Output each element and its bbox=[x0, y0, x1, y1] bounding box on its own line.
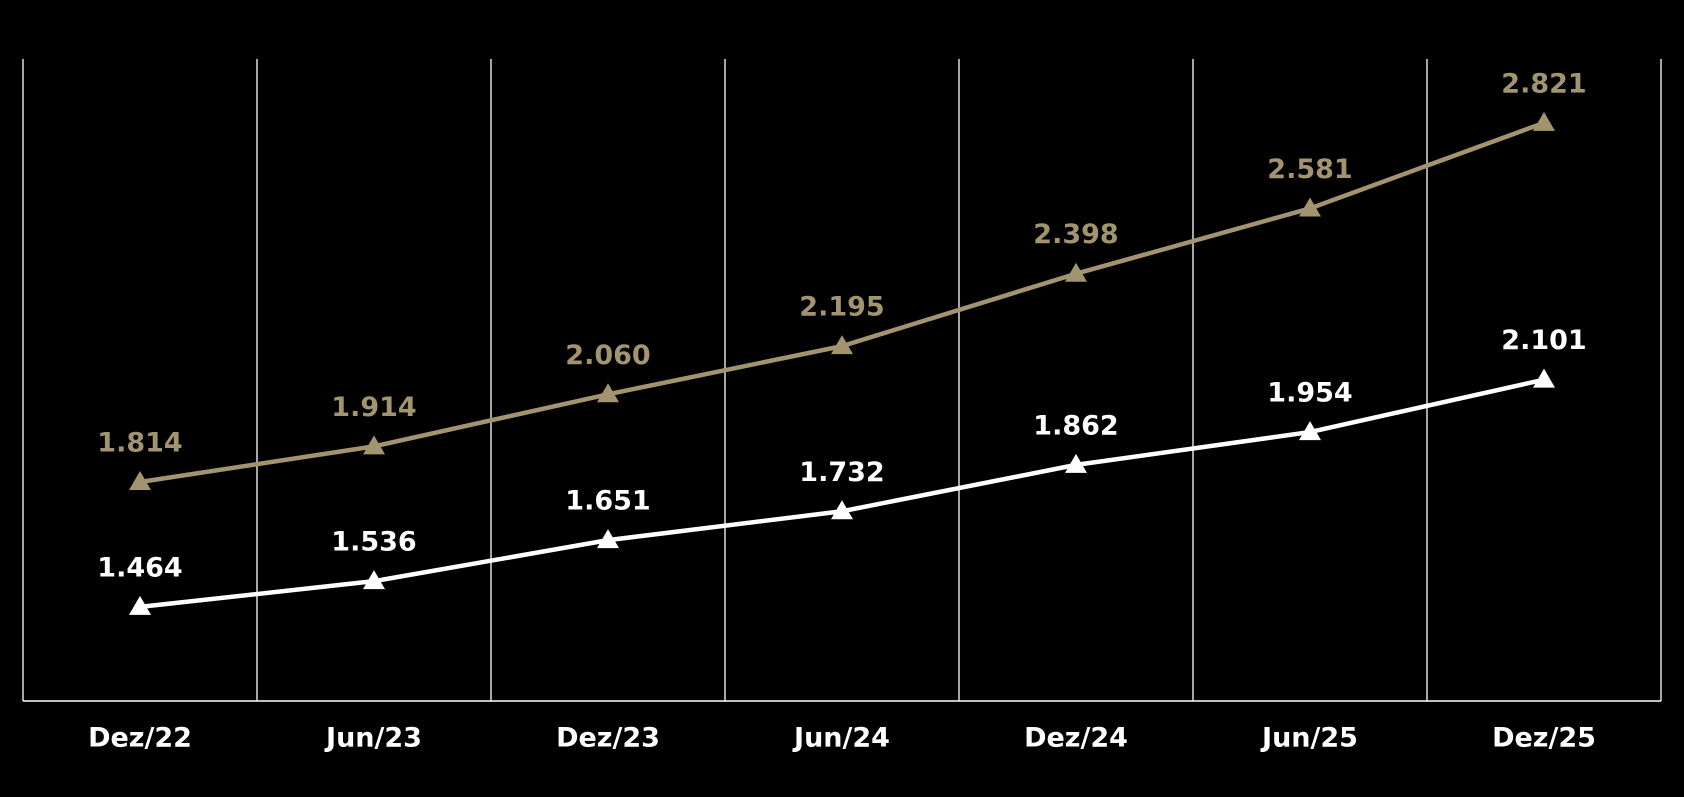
data-label: 2.821 bbox=[1501, 68, 1586, 99]
data-label: 1.732 bbox=[799, 457, 884, 488]
data-label: 2.398 bbox=[1033, 219, 1118, 250]
point-marker bbox=[363, 435, 385, 455]
x-tick-label: Dez/25 bbox=[1492, 723, 1596, 754]
data-label: 1.954 bbox=[1267, 378, 1352, 409]
x-tick-label: Dez/23 bbox=[556, 723, 660, 754]
data-label: 1.914 bbox=[331, 392, 416, 423]
x-tick-label: Jun/23 bbox=[324, 723, 422, 754]
point-marker bbox=[1065, 262, 1087, 282]
point-marker bbox=[129, 471, 151, 491]
point-marker bbox=[831, 335, 853, 355]
data-label: 1.536 bbox=[331, 527, 416, 558]
point-marker bbox=[1299, 197, 1321, 217]
point-marker bbox=[129, 595, 151, 615]
data-label: 2.195 bbox=[799, 292, 884, 323]
point-marker bbox=[1533, 368, 1555, 388]
point-marker bbox=[831, 500, 853, 520]
data-label: 2.060 bbox=[565, 340, 650, 371]
x-tick-label: Dez/24 bbox=[1024, 723, 1128, 754]
point-marker bbox=[597, 529, 619, 549]
point-marker bbox=[363, 570, 385, 590]
data-label: 1.464 bbox=[97, 552, 182, 583]
x-tick-label: Jun/25 bbox=[1260, 723, 1358, 754]
data-label: 1.862 bbox=[1033, 410, 1118, 441]
point-marker bbox=[1533, 111, 1555, 131]
x-tick-label: Dez/22 bbox=[88, 723, 192, 754]
data-label: 2.101 bbox=[1501, 325, 1586, 356]
x-tick-label: Jun/24 bbox=[792, 723, 890, 754]
point-marker bbox=[597, 383, 619, 403]
point-marker bbox=[1299, 421, 1321, 441]
data-label: 1.651 bbox=[565, 486, 650, 517]
data-label: 2.581 bbox=[1267, 154, 1352, 185]
data-label: 1.814 bbox=[97, 428, 182, 459]
point-marker bbox=[1065, 453, 1087, 473]
